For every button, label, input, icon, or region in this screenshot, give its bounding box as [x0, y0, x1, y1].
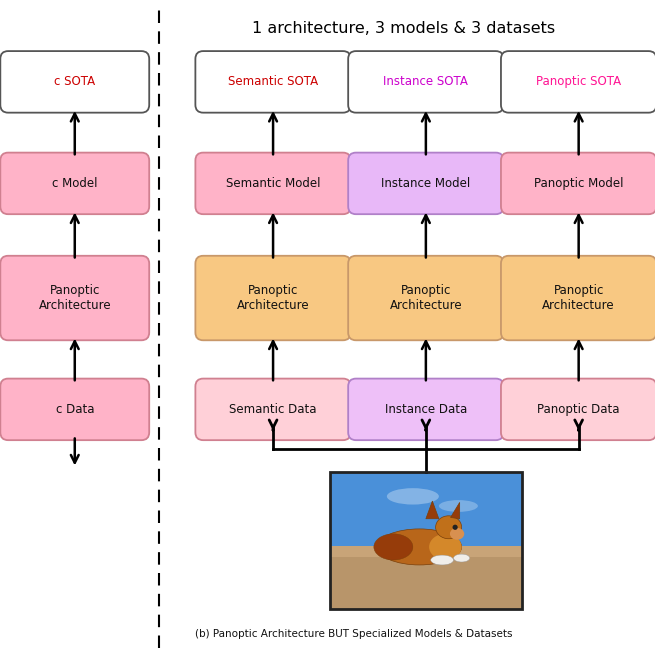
FancyBboxPatch shape: [501, 379, 655, 440]
FancyBboxPatch shape: [501, 153, 655, 214]
Ellipse shape: [431, 555, 453, 565]
FancyBboxPatch shape: [501, 255, 655, 341]
Text: Panoptic
Architecture: Panoptic Architecture: [236, 284, 309, 312]
FancyBboxPatch shape: [348, 255, 504, 341]
Text: (b) Panoptic Architecture BUT Specialized Models & Datasets: (b) Panoptic Architecture BUT Specialize…: [195, 629, 513, 639]
Bar: [330, 548, 522, 609]
Ellipse shape: [436, 516, 462, 538]
Text: Panoptic
Architecture: Panoptic Architecture: [39, 284, 111, 312]
Text: Panoptic Model: Panoptic Model: [534, 177, 624, 190]
FancyBboxPatch shape: [195, 153, 351, 214]
FancyBboxPatch shape: [195, 51, 351, 113]
Ellipse shape: [429, 534, 462, 560]
Ellipse shape: [450, 528, 464, 540]
FancyBboxPatch shape: [348, 51, 504, 113]
FancyBboxPatch shape: [0, 51, 149, 113]
Text: c SOTA: c SOTA: [54, 75, 96, 88]
Bar: [330, 472, 522, 552]
Bar: [330, 546, 522, 557]
Text: Panoptic SOTA: Panoptic SOTA: [536, 75, 621, 88]
FancyBboxPatch shape: [0, 255, 149, 341]
Text: Instance Data: Instance Data: [384, 403, 467, 416]
FancyBboxPatch shape: [0, 153, 149, 214]
Polygon shape: [426, 501, 439, 519]
FancyBboxPatch shape: [195, 379, 351, 440]
Text: Panoptic
Architecture: Panoptic Architecture: [542, 284, 615, 312]
Text: Instance SOTA: Instance SOTA: [383, 75, 468, 88]
Text: Instance Model: Instance Model: [381, 177, 470, 190]
Circle shape: [453, 525, 458, 530]
FancyBboxPatch shape: [501, 51, 655, 113]
FancyBboxPatch shape: [348, 379, 504, 440]
FancyBboxPatch shape: [0, 379, 149, 440]
Polygon shape: [451, 502, 460, 519]
Ellipse shape: [453, 554, 470, 562]
Text: Semantic SOTA: Semantic SOTA: [228, 75, 318, 88]
Text: Panoptic
Architecture: Panoptic Architecture: [390, 284, 462, 312]
Ellipse shape: [387, 488, 439, 504]
Ellipse shape: [374, 534, 413, 560]
Text: c Data: c Data: [56, 403, 94, 416]
Text: c Model: c Model: [52, 177, 98, 190]
Ellipse shape: [439, 500, 478, 512]
Text: 1 architecture, 3 models & 3 datasets: 1 architecture, 3 models & 3 datasets: [252, 21, 555, 36]
Text: Semantic Data: Semantic Data: [229, 403, 317, 416]
FancyBboxPatch shape: [348, 153, 504, 214]
Ellipse shape: [377, 529, 462, 565]
Text: Semantic Model: Semantic Model: [226, 177, 320, 190]
FancyBboxPatch shape: [195, 255, 351, 341]
Text: Panoptic Data: Panoptic Data: [537, 403, 620, 416]
